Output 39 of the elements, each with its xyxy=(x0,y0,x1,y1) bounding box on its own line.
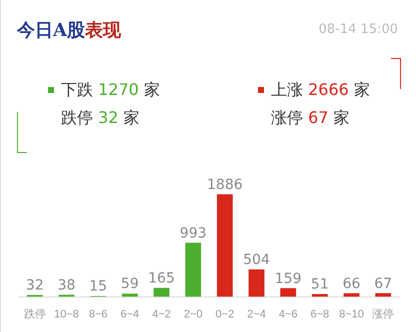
bar xyxy=(122,294,138,297)
data-label: 51 xyxy=(310,276,329,293)
bar xyxy=(312,294,328,297)
data-label: 67 xyxy=(374,276,392,292)
data-label: 38 xyxy=(58,277,76,294)
x-tick-label: 6~8 xyxy=(310,308,330,320)
bar xyxy=(248,269,264,297)
x-tick-label: 2~4 xyxy=(247,308,266,320)
data-label: 59 xyxy=(120,276,139,292)
x-tick-label: 10~8 xyxy=(54,308,79,320)
text: 涨停 67 家 xyxy=(271,108,350,127)
x-tick-label: 8~10 xyxy=(339,308,364,320)
bar xyxy=(154,288,170,297)
x-tick-label: 4~2 xyxy=(152,308,171,320)
text: 跌停 32 家 xyxy=(61,108,140,127)
text: 下跌 1270 家 xyxy=(61,80,160,99)
bar xyxy=(280,288,296,297)
x-tick-label: 6~4 xyxy=(120,308,140,320)
bar xyxy=(185,242,202,297)
bar xyxy=(344,293,360,297)
x-tick-label: 4~6 xyxy=(278,308,298,320)
text: 上涨 2666 家 xyxy=(271,80,370,99)
x-tick-label: 涨停 xyxy=(372,308,394,320)
x-tick-label: 0~2 xyxy=(215,308,234,320)
data-label: 159 xyxy=(274,270,302,287)
x-tick-label: 8~6 xyxy=(88,308,108,320)
bar xyxy=(375,293,392,297)
data-label: 993 xyxy=(180,225,207,242)
chart-title: 今日A股表现 xyxy=(17,20,121,41)
bar xyxy=(216,194,233,297)
data-label: 1886 xyxy=(207,176,243,193)
data-label: 15 xyxy=(89,278,108,295)
data-label: 32 xyxy=(26,278,44,294)
x-tick-label: 2~0 xyxy=(184,308,203,320)
chart-subtitle: 08-14 15:00 xyxy=(318,22,398,37)
data-label: 165 xyxy=(148,270,175,286)
data-label: 66 xyxy=(342,276,360,292)
data-label: 504 xyxy=(243,252,270,268)
x-tick-label: 跌停 xyxy=(24,308,46,320)
